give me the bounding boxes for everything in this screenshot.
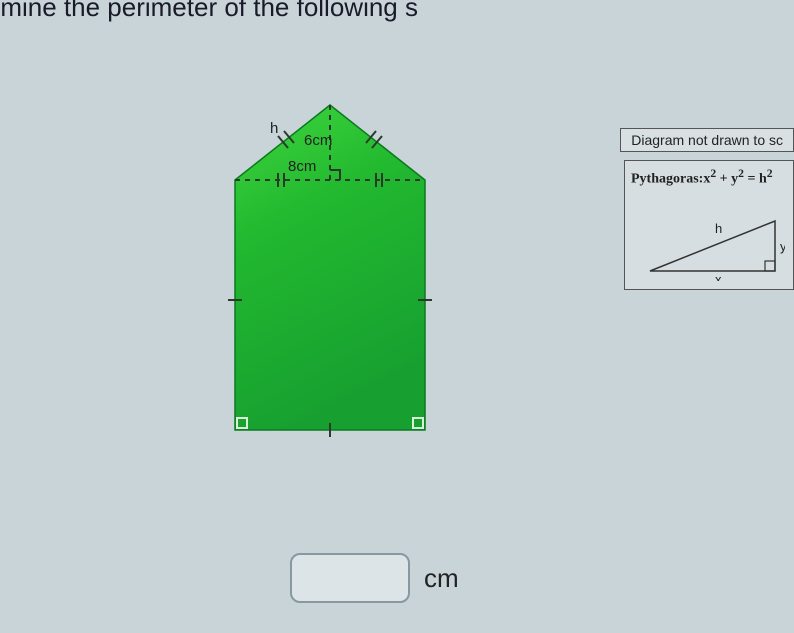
formula-y: + y [716, 172, 738, 187]
shape-diagram: h 6cm 8cm [200, 100, 460, 450]
answer-input[interactable] [290, 553, 410, 603]
pythagoras-box: Pythagoras:x2 + y2 = h2 h y x [624, 160, 794, 290]
answer-row: cm [290, 553, 459, 603]
tri-label-h: h [715, 221, 722, 236]
pythagoras-triangle: h y x [645, 211, 785, 281]
label-8cm: 8cm [288, 158, 316, 175]
tri-label-y: y [780, 239, 785, 254]
answer-unit: cm [424, 563, 459, 594]
label-h: h [270, 120, 278, 137]
formula-x: Pythagoras:x [631, 172, 710, 187]
scale-note: Diagram not drawn to sc [620, 128, 794, 152]
formula-h: = h [744, 172, 767, 187]
question-text: termine the perimeter of the following s [0, 0, 418, 23]
label-6cm: 6cm [304, 132, 332, 149]
pythagoras-formula: Pythagoras:x2 + y2 = h2 [631, 167, 787, 188]
pentagon-shape [200, 100, 460, 450]
tri-label-x: x [715, 272, 722, 281]
